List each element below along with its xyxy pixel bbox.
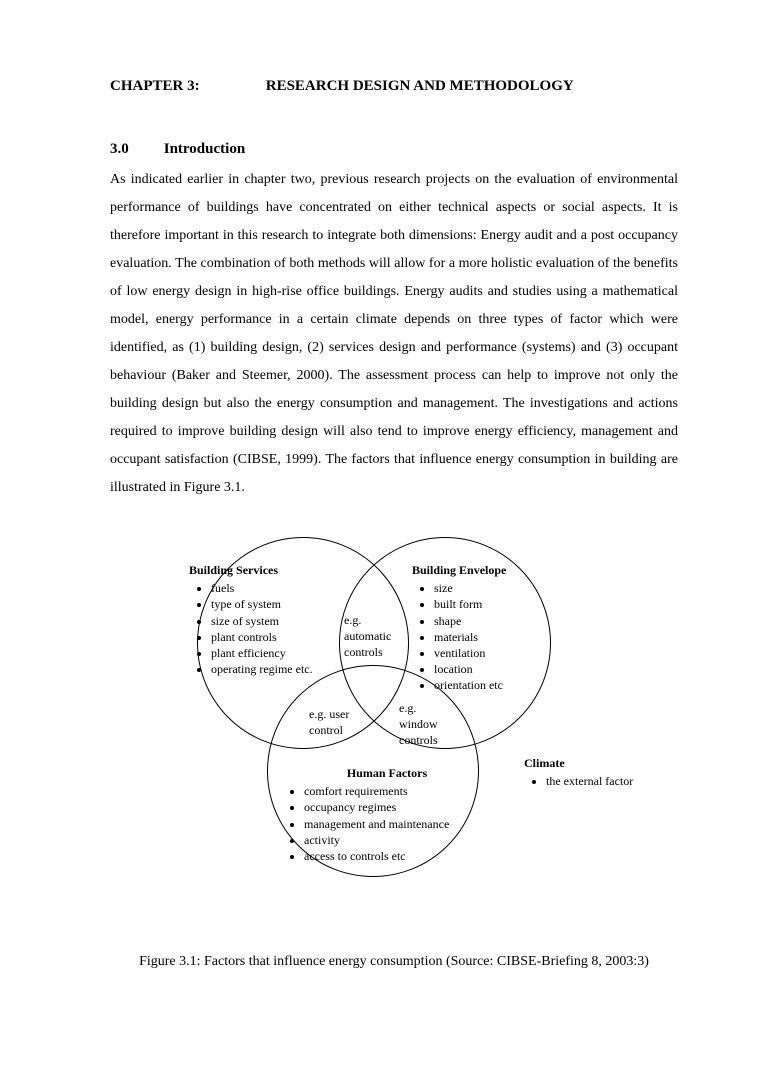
list-item: built form [434, 596, 562, 612]
list-item: size of system [211, 613, 339, 629]
services-block: Building Services fuels type of system s… [189, 562, 339, 677]
overlap-line: e.g. user [309, 706, 369, 722]
list-item: operating regime etc. [211, 661, 339, 677]
overlap-line: controls [399, 732, 459, 748]
envelope-list: size built form shape materials ventilat… [412, 580, 562, 693]
list-item: fuels [211, 580, 339, 596]
section-heading: 3.0 Introduction [110, 141, 678, 158]
overlap-line: automatic [344, 628, 404, 644]
list-item: plant controls [211, 629, 339, 645]
climate-list: the external factor [524, 773, 644, 789]
body-paragraph: As indicated earlier in chapter two, pre… [110, 166, 678, 502]
section-number: 3.0 [110, 141, 160, 158]
list-item: ventilation [434, 645, 562, 661]
list-item: the external factor [546, 773, 644, 789]
chapter-heading: CHAPTER 3: RESEARCH DESIGN AND METHODOLO… [110, 78, 678, 95]
human-block: Human Factors comfort requirements occup… [282, 765, 492, 864]
list-item: management and maintenance [304, 816, 492, 832]
list-item: location [434, 661, 562, 677]
overlap-line: window [399, 716, 459, 732]
chapter-number: CHAPTER 3: [110, 78, 262, 95]
list-item: plant efficiency [211, 645, 339, 661]
overlap-line: e.g. [399, 700, 459, 716]
overlap-left: e.g. user control [309, 706, 369, 738]
overlap-line: e.g. [344, 612, 404, 628]
list-item: materials [434, 629, 562, 645]
climate-block: Climate the external factor [524, 755, 644, 789]
list-item: orientation etc [434, 677, 562, 693]
list-item: occupancy regimes [304, 799, 492, 815]
overlap-top: e.g. automatic controls [344, 612, 404, 661]
envelope-title: Building Envelope [412, 562, 562, 578]
section-title: Introduction [164, 141, 245, 157]
human-title: Human Factors [282, 765, 492, 781]
list-item: access to controls etc [304, 848, 492, 864]
document-page: CHAPTER 3: RESEARCH DESIGN AND METHODOLO… [0, 0, 768, 1020]
list-item: type of system [211, 596, 339, 612]
chapter-title: RESEARCH DESIGN AND METHODOLOGY [266, 78, 574, 94]
overlap-line: controls [344, 644, 404, 660]
list-item: shape [434, 613, 562, 629]
climate-title: Climate [524, 755, 644, 771]
human-list: comfort requirements occupancy regimes m… [282, 783, 492, 864]
figure-caption: Figure 3.1: Factors that influence energ… [110, 954, 678, 970]
overlap-right: e.g. window controls [399, 700, 459, 749]
list-item: activity [304, 832, 492, 848]
list-item: comfort requirements [304, 783, 492, 799]
venn-diagram: Building Services fuels type of system s… [114, 520, 674, 920]
services-title: Building Services [189, 562, 339, 578]
envelope-block: Building Envelope size built form shape … [412, 562, 562, 694]
services-list: fuels type of system size of system plan… [189, 580, 339, 677]
list-item: size [434, 580, 562, 596]
overlap-line: control [309, 722, 369, 738]
